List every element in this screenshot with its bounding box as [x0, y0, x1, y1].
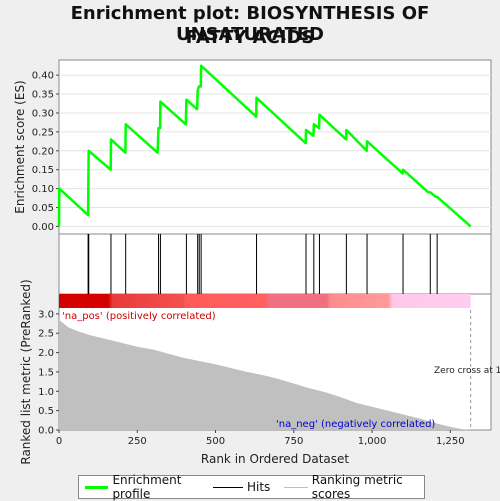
es-ytick-label: 0.35	[32, 90, 54, 101]
es-ytick-label: 0.15	[32, 165, 54, 176]
metric-ytick-label: 0.0	[38, 426, 54, 437]
es-ytick-label: 0.30	[32, 108, 54, 119]
legend: Enrichment profile Hits Ranking metric s…	[78, 473, 425, 501]
metric-ytick-label: 1.5	[38, 367, 54, 378]
legend-item-hits: Hits	[212, 480, 271, 494]
metric-ytick-label: 1.0	[38, 387, 54, 398]
es-ytick-label: 0.25	[32, 127, 54, 138]
metric-ytick-label: 2.0	[38, 348, 54, 359]
legend-item-metric: Ranking metric scores	[284, 473, 416, 501]
zero-cross-label: Zero cross at 1315	[434, 366, 500, 376]
es-ytick-label: 0.20	[32, 146, 54, 157]
es-ylabel: Enrichment score (ES)	[13, 80, 27, 213]
metric-xtick-label: 1,250	[436, 436, 465, 447]
metric-ytick-label: 3.0	[38, 309, 54, 320]
es-ytick-label: 0.05	[32, 203, 54, 214]
metric-xtick-label: 750	[284, 436, 303, 447]
es-series-line	[57, 64, 472, 228]
es-ytick-label: 0.40	[32, 71, 54, 82]
legend-swatch-es	[85, 485, 109, 489]
metric-xtick-label: 250	[128, 436, 147, 447]
legend-label-es: Enrichment profile	[112, 473, 182, 501]
metric-xtick-label: 0	[56, 436, 62, 447]
chart-title-line2: FATTY ACIDS	[185, 27, 315, 48]
legend-label-metric: Ranking metric scores	[311, 473, 403, 501]
metric-area	[59, 319, 471, 430]
metric-ytick-label: 0.5	[38, 406, 54, 417]
hits-panel	[58, 233, 492, 295]
rank-color-bar	[59, 294, 471, 308]
legend-swatch-hits	[212, 486, 243, 488]
metric-ytick-label: 2.5	[38, 329, 54, 340]
legend-swatch-metric	[284, 486, 308, 488]
na-pos-label: 'na_pos' (positively correlated)	[62, 311, 216, 322]
metric-xtick-label: 1,000	[358, 436, 387, 447]
metric-xtick-label: 500	[206, 436, 225, 447]
metric-xlabel: Rank in Ordered Dataset	[201, 452, 349, 466]
legend-label-hits: Hits	[246, 480, 271, 494]
es-ytick-label: 0.10	[32, 184, 54, 195]
chart-title-line1: Enrichment plot: BIOSYNTHESIS OF UNSATUR…	[70, 3, 430, 45]
legend-item-es: Enrichment profile	[85, 473, 199, 501]
na-neg-label: 'na_neg' (negatively correlated)	[276, 419, 435, 430]
es-panel	[58, 59, 492, 235]
es-ytick-label: 0.00	[32, 222, 54, 233]
metric-ylabel: Ranked list metric (PreRanked)	[19, 279, 33, 464]
